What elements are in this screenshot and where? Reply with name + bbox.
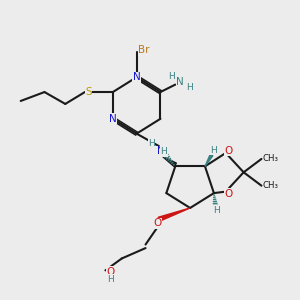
Text: H: H [148, 139, 155, 148]
Text: O: O [106, 267, 115, 277]
Text: H: H [107, 275, 114, 284]
Text: S: S [85, 87, 92, 97]
Text: N: N [109, 114, 117, 124]
Text: H: H [213, 206, 220, 215]
Text: H: H [168, 72, 175, 81]
Polygon shape [158, 208, 190, 221]
Text: CH₃: CH₃ [263, 181, 279, 190]
Text: O: O [225, 146, 233, 156]
Text: CH₃: CH₃ [263, 154, 279, 164]
Text: N: N [176, 76, 184, 87]
Text: N: N [157, 146, 164, 157]
Text: N: N [133, 72, 140, 82]
Polygon shape [162, 156, 176, 166]
Text: O: O [225, 189, 233, 199]
Text: H: H [210, 146, 217, 154]
Text: H: H [160, 147, 167, 156]
Text: H: H [186, 83, 193, 92]
Polygon shape [205, 154, 213, 166]
Text: O: O [153, 218, 162, 228]
Text: Br: Br [138, 45, 150, 56]
